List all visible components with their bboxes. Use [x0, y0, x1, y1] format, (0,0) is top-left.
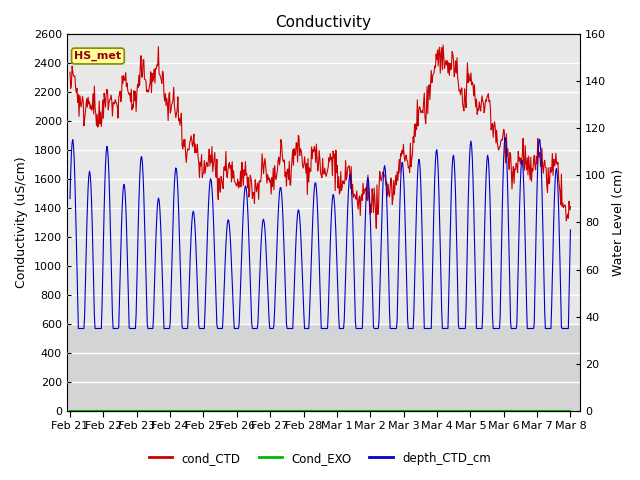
- Text: HS_met: HS_met: [74, 51, 122, 61]
- Bar: [67, 324, 580, 411]
- Bar: [67, 34, 580, 324]
- Y-axis label: Conductivity (uS/cm): Conductivity (uS/cm): [15, 156, 28, 288]
- Y-axis label: Water Level (cm): Water Level (cm): [612, 169, 625, 276]
- Legend: cond_CTD, Cond_EXO, depth_CTD_cm: cond_CTD, Cond_EXO, depth_CTD_cm: [144, 447, 496, 469]
- Title: Conductivity: Conductivity: [276, 15, 372, 30]
